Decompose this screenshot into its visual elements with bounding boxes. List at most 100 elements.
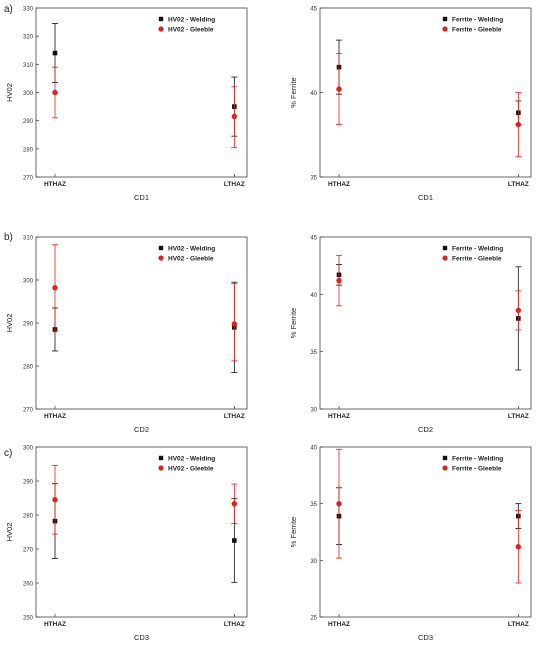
y-axis-label: HV02 [5, 83, 14, 102]
data-point [232, 538, 237, 543]
y-tick-label: 40 [310, 293, 317, 299]
y-tick-label: 260 [23, 582, 34, 588]
x-tick-label: LTHAZ [508, 621, 529, 628]
y-tick-label: 280 [23, 514, 34, 520]
legend-marker [442, 245, 448, 251]
y-tick-label: 270 [23, 176, 34, 182]
legend-marker [158, 26, 164, 32]
legend-label: HV02 - Gleeble [168, 256, 214, 263]
legend-marker [158, 455, 164, 461]
x-tick-label: HTHAZ [44, 621, 66, 628]
chart-6: 25 30 35 40 HTHAZ LTHAZ CD3 % Ferrite Ferrite - … [289, 446, 532, 642]
plot-frame [319, 236, 532, 410]
legend-label: Ferrite - Gleeble [452, 27, 502, 34]
plot-frame [319, 446, 532, 618]
y-tick-label: 330 [23, 7, 34, 13]
x-axis-label: CD3 [418, 633, 433, 642]
data-point [231, 321, 238, 327]
y-tick-label: 310 [23, 236, 34, 242]
y-tick-label: 300 [23, 91, 34, 97]
plot-frame [35, 7, 248, 178]
y-tick-label: 25 [310, 616, 317, 622]
legend-label: Ferrite - Welding [452, 246, 503, 253]
x-axis-label: CD2 [418, 425, 433, 434]
plot-frame [35, 446, 248, 618]
y-tick-label: 45 [310, 236, 317, 242]
y-tick-label: 40 [310, 91, 317, 97]
y-tick-label: 45 [310, 7, 317, 13]
y-tick-label: 40 [310, 446, 317, 452]
y-axis-label: HV02 [5, 314, 14, 333]
y-axis-label: % Ferrite [289, 308, 298, 338]
y-tick-label: 30 [310, 559, 317, 565]
y-tick-label: 310 [23, 63, 34, 69]
y-tick-label: 300 [23, 279, 34, 285]
data-point [515, 121, 522, 128]
x-tick-label: LTHAZ [224, 181, 245, 188]
chart-5: 250 260 270 280 290 300 HTHAZ LTHAZ CD3 HV02 HV02 … [5, 446, 248, 642]
y-tick-label: 35 [310, 350, 317, 356]
chart-1: 270 280 290 300 310 320 330 HTHAZ LTHAZ CD1 HV02 HV… [5, 7, 248, 202]
y-tick-label: 35 [310, 176, 317, 182]
data-point [336, 500, 342, 507]
legend-marker [442, 255, 448, 261]
plot-frame [35, 236, 248, 410]
panel-letter-a: a) [4, 4, 13, 15]
x-tick-label: HTHAZ [44, 181, 66, 188]
legend-marker [442, 465, 448, 471]
legend-marker [158, 245, 164, 251]
legend-label: HV02 - Gleeble [168, 27, 214, 34]
x-tick-label: LTHAZ [508, 413, 529, 420]
legend-label: Ferrite - Gleeble [452, 466, 502, 473]
x-axis-label: CD1 [418, 193, 433, 202]
x-tick-label: LTHAZ [508, 181, 529, 188]
data-point [515, 544, 522, 550]
y-axis-label: HV02 [5, 523, 14, 542]
y-tick-label: 320 [23, 35, 34, 41]
legend-marker [158, 16, 164, 22]
data-point [336, 86, 342, 92]
data-point [52, 497, 58, 503]
y-tick-label: 280 [23, 147, 34, 153]
legend-label: HV02 - Welding [168, 17, 215, 24]
y-tick-label: 290 [23, 322, 34, 328]
chart-2: 35 40 45 HTHAZ LTHAZ CD1 % Ferrite Ferrite - We… [289, 7, 532, 202]
data-point [52, 50, 58, 56]
x-tick-label: HTHAZ [328, 181, 350, 188]
legend-label: HV02 - Welding [168, 456, 215, 463]
x-tick-label: HTHAZ [328, 413, 350, 420]
x-tick-label: LTHAZ [224, 413, 245, 420]
y-axis-label: % Ferrite [289, 517, 298, 547]
legend-label: Ferrite - Welding [452, 456, 503, 463]
y-tick-label: 250 [23, 616, 34, 622]
y-tick-label: 35 [310, 502, 317, 508]
legend-label: Ferrite - Gleeble [452, 256, 502, 263]
y-tick-label: 280 [23, 365, 34, 371]
data-point [336, 277, 342, 284]
legend-label: HV02 - Gleeble [168, 466, 214, 473]
legend-marker [442, 26, 448, 32]
y-tick-label: 290 [23, 480, 34, 486]
x-axis-label: CD2 [134, 425, 149, 434]
panel-letter-b: b) [4, 232, 13, 243]
y-tick-label: 270 [23, 548, 34, 554]
x-axis-label: CD3 [134, 633, 149, 642]
x-axis-label: CD1 [134, 193, 149, 202]
legend-label: HV02 - Welding [168, 246, 215, 253]
data-point [515, 307, 522, 314]
data-point [52, 89, 58, 96]
y-tick-label: 270 [23, 408, 34, 414]
y-tick-label: 30 [310, 408, 317, 414]
y-tick-label: 290 [23, 119, 34, 125]
panel-letter-c: c) [4, 448, 13, 459]
data-point [52, 285, 58, 291]
data-point [231, 501, 238, 507]
legend-marker [158, 465, 164, 471]
x-tick-label: HTHAZ [44, 413, 66, 420]
y-tick-label: 300 [23, 446, 34, 452]
data-point [231, 113, 238, 120]
chart-4: 30 35 40 45 HTHAZ LTHAZ CD2 % Ferrite Ferrite - … [289, 236, 532, 434]
legend-label: Ferrite - Welding [452, 17, 503, 24]
